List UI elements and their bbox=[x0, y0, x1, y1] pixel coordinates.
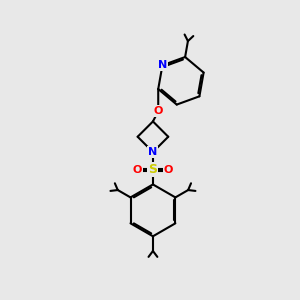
Text: O: O bbox=[154, 106, 163, 116]
Text: O: O bbox=[133, 165, 142, 175]
Text: S: S bbox=[148, 163, 158, 176]
Text: N: N bbox=[158, 60, 167, 70]
Text: O: O bbox=[164, 165, 173, 175]
Text: N: N bbox=[148, 147, 158, 157]
